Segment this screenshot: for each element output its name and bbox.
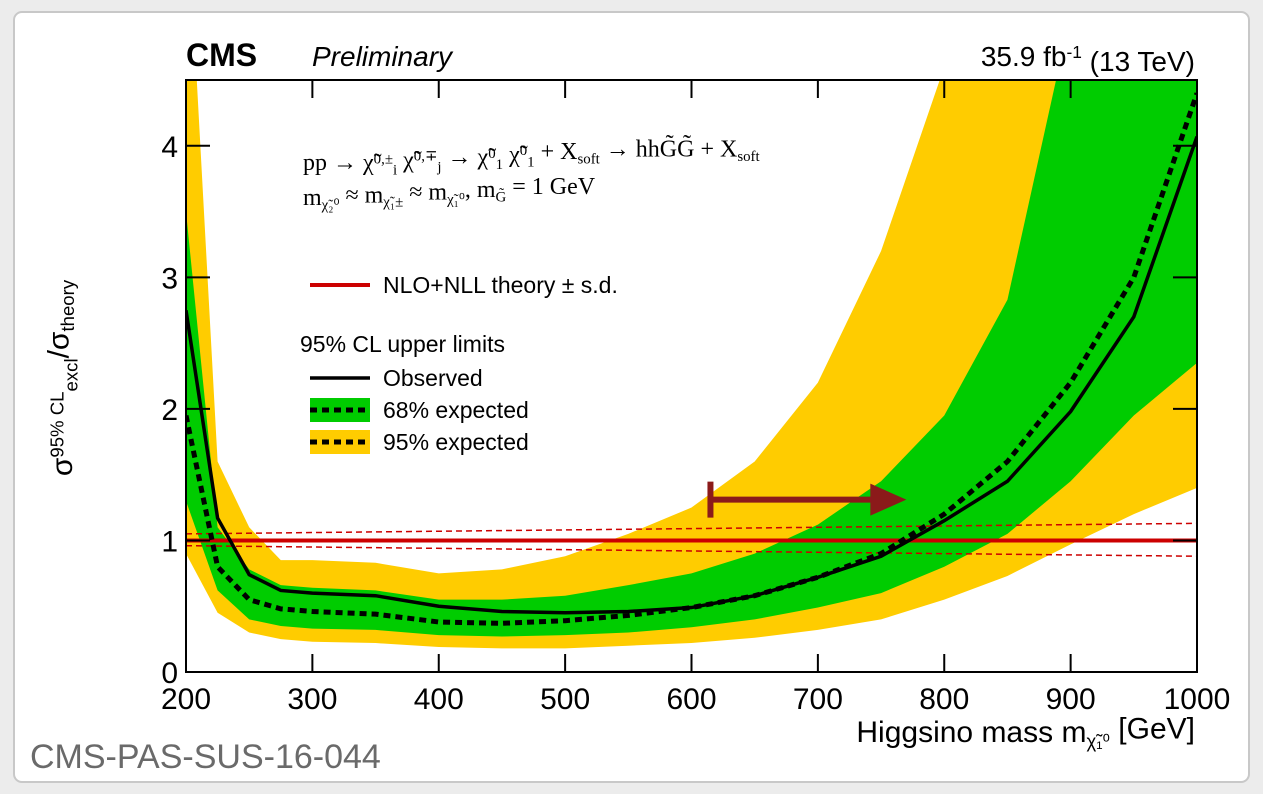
experiment: CMS xyxy=(186,37,257,73)
band xyxy=(186,80,1197,637)
text-part: /σ xyxy=(43,331,76,358)
lumi: 35.9 fb-1 (13 TeV) xyxy=(981,41,1195,77)
x-tick-label: 200 xyxy=(161,683,211,716)
text-part: i xyxy=(393,162,397,178)
masses: mχ̃₂⁰ ≈ mχ̃₁± ≈ mχ̃₁⁰, mG̃ = 1 GeV xyxy=(303,174,596,213)
x-axis-label: Higgsino mass mχ̃₁⁰ [GeV] xyxy=(856,713,1195,752)
text-part: ≈ m xyxy=(403,180,447,206)
text-part: 0 xyxy=(520,143,527,159)
x-tick-label: 300 xyxy=(287,683,337,716)
legend-label: 68% expected xyxy=(383,397,529,423)
text-part: χ̃₁⁰ xyxy=(446,192,465,208)
y-tick-label: 0 xyxy=(161,657,178,690)
expected-line xyxy=(186,92,1197,626)
text-part: theory xyxy=(57,279,78,331)
text-part: (13 TeV) xyxy=(1082,46,1195,77)
text-part: m xyxy=(303,185,322,211)
text-part: → χ̃ xyxy=(442,145,497,171)
footer: CMS-PAS-SUS-16-044 xyxy=(30,738,381,776)
text-part: 0,± xyxy=(374,151,393,167)
x-tick-label: 400 xyxy=(414,683,464,716)
arrow-head xyxy=(870,483,907,516)
text-part: 35.9 fb xyxy=(981,41,1067,72)
text-part: j xyxy=(436,160,441,176)
x-tick-label: 800 xyxy=(919,683,969,716)
y-tick-label: 2 xyxy=(161,394,178,427)
y-tick-label: 1 xyxy=(161,525,178,558)
legend-label: Observed xyxy=(383,365,483,391)
legend-label: 95% expected xyxy=(383,429,529,455)
overlay xyxy=(185,79,1198,673)
text-part: pp → χ̃ xyxy=(303,150,382,176)
text-part: excl xyxy=(61,358,82,391)
y-tick-label: 3 xyxy=(161,262,178,295)
text-part: G̃ xyxy=(496,188,507,205)
theory-band-edge xyxy=(186,522,1197,535)
text-part: = 1 GeV xyxy=(506,174,596,200)
text-part: ≈ m xyxy=(339,182,383,208)
legend-header: 95% CL upper limits xyxy=(300,331,505,357)
legend-label: NLO+NLL theory ± s.d. xyxy=(383,272,618,298)
text-part: -1 xyxy=(1066,42,1081,62)
y-tick-label: 4 xyxy=(161,131,178,164)
text-part: Higgsino mass m xyxy=(856,716,1086,749)
text-part: → hhG̃G̃ + X xyxy=(600,134,738,162)
y-axis-label: σ95% CLexcl/σtheory xyxy=(43,279,82,476)
text-part: 1 xyxy=(527,154,534,170)
theory-band-edge xyxy=(186,544,1197,557)
plot-area xyxy=(186,80,1197,649)
x-tick-label: 500 xyxy=(540,683,590,716)
status: Preliminary xyxy=(312,41,454,72)
text-part: , m xyxy=(465,177,496,203)
text-part: χ̃₁⁰ xyxy=(1086,731,1110,752)
text-part: σ xyxy=(46,457,79,476)
text-part: 0 xyxy=(488,146,495,162)
text-part: χ̃₁± xyxy=(382,195,403,211)
x-tick-label: 600 xyxy=(666,683,716,716)
text-part: + X xyxy=(535,139,578,165)
x-tick-label: 900 xyxy=(1046,683,1096,716)
process: pp → χ̃0,±i χ̃0,∓j → χ̃01 χ̃01 + Xsoft →… xyxy=(303,134,761,178)
observed-line xyxy=(186,135,1197,615)
text-part: soft xyxy=(737,149,760,165)
text-part: 1 xyxy=(496,157,503,173)
x-tick-label: 700 xyxy=(793,683,843,716)
text-part: [GeV] xyxy=(1110,713,1195,746)
x-tick-label: 1000 xyxy=(1164,683,1231,716)
text-part: soft xyxy=(577,152,600,168)
text-part: 0,∓ xyxy=(414,149,438,165)
text-part: 95% CL xyxy=(47,391,68,457)
text-part: χ̃₂⁰ xyxy=(321,197,340,213)
